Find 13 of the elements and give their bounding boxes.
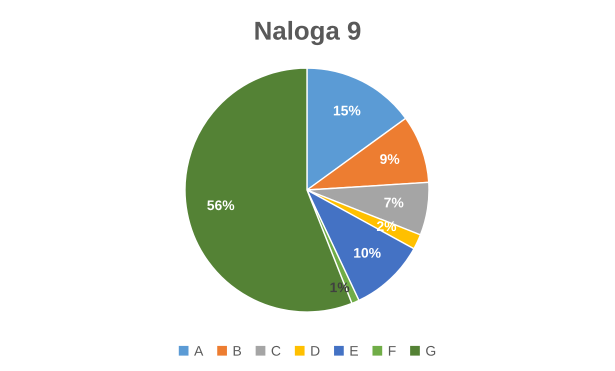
legend-label: A [194,346,204,356]
data-label: 9% [380,154,400,164]
data-label: 10% [354,248,381,258]
legend-label: F [388,346,396,356]
legend-label: E [350,346,358,356]
legend-label: B [234,346,242,356]
data-label: 15% [334,106,360,116]
data-label: 7% [384,198,404,208]
chart-title: Naloga 9 [255,20,360,46]
data-label: 56% [207,200,234,210]
legend-label: C [272,346,280,356]
legend-label: G [426,346,436,356]
legend-label: D [311,346,320,356]
